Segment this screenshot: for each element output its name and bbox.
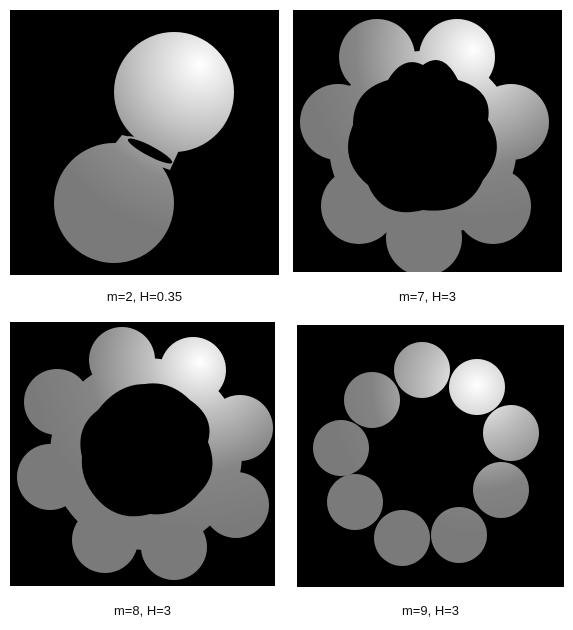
ring-hole (80, 383, 213, 517)
panel-m2-image (54, 32, 234, 263)
ring-shape (17, 327, 273, 580)
panel-m9-image (313, 342, 539, 566)
panel-m2 (10, 10, 279, 275)
ring-hole (348, 60, 497, 213)
panel-m7-image (300, 19, 549, 272)
panel-m8 (10, 322, 275, 586)
caption-m8: m=8, H=3 (113, 603, 172, 618)
caption-m7: m=7, H=3 (398, 289, 457, 304)
hole (127, 138, 173, 164)
panel-m8-image (17, 327, 273, 580)
caption-m2: m=2, H=0.35 (106, 289, 183, 304)
ring-shape (313, 342, 539, 566)
panel-m9 (297, 325, 564, 587)
panel-m7 (293, 10, 562, 272)
caption-m9: m=9, H=3 (401, 603, 460, 618)
